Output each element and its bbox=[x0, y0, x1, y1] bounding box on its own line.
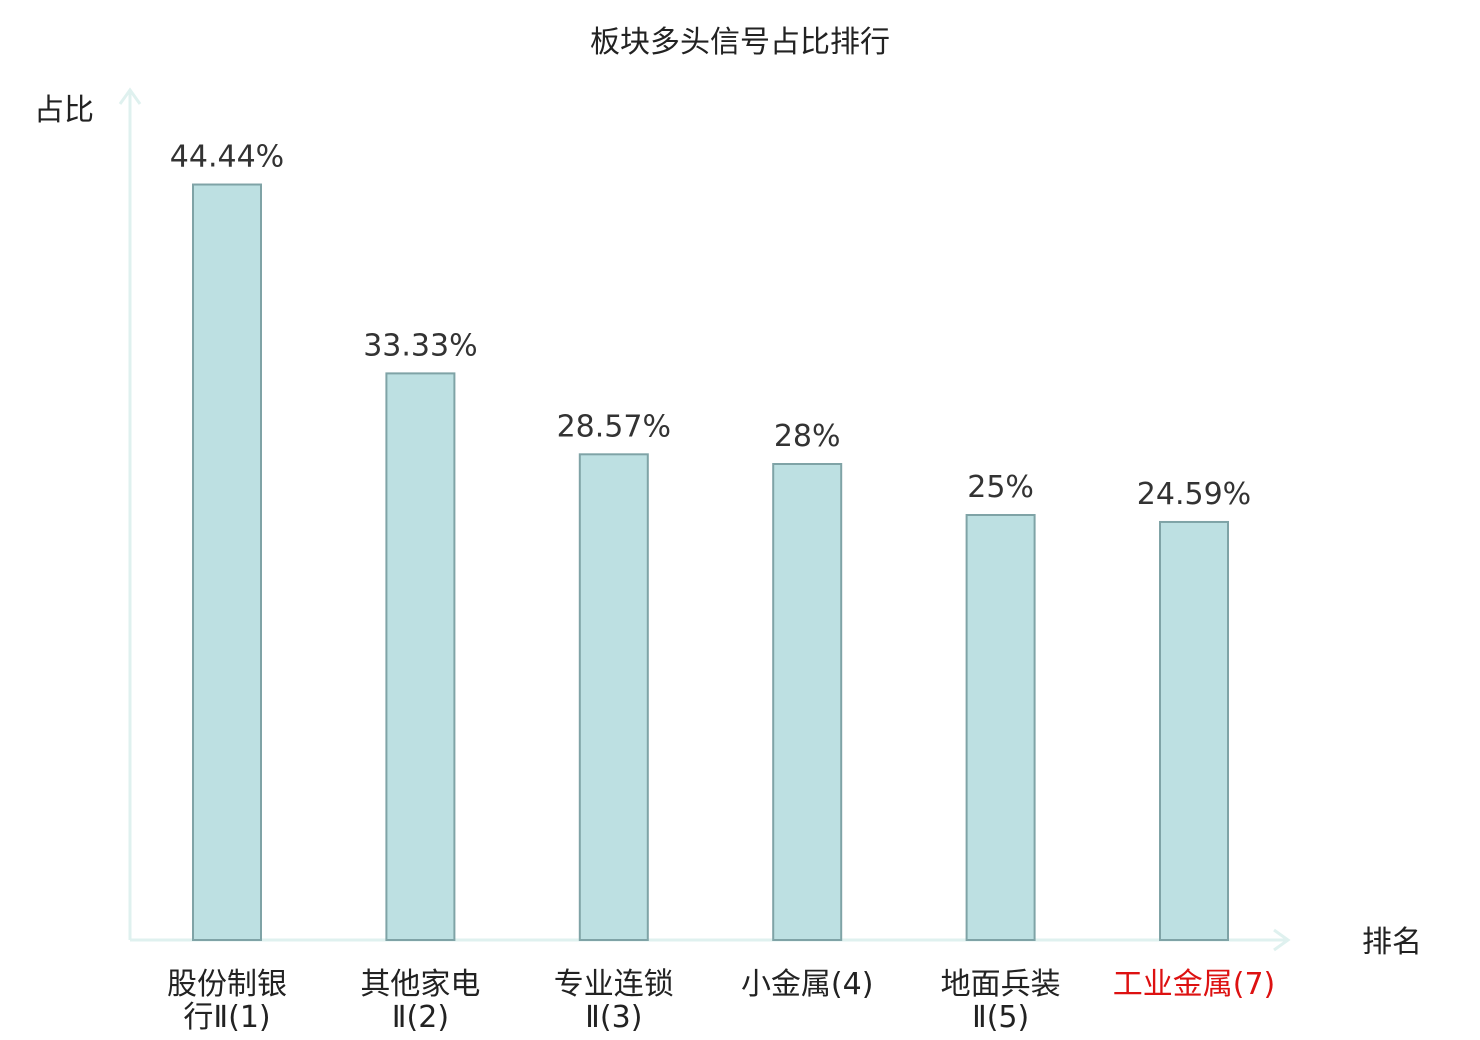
category-label: Ⅱ(3) bbox=[585, 1000, 642, 1035]
category-label: 专业连锁 bbox=[554, 967, 674, 1002]
bars-group bbox=[192, 183, 1229, 941]
category-label: 行Ⅱ(1) bbox=[183, 1000, 270, 1035]
bar bbox=[1159, 520, 1229, 941]
category-label: Ⅱ(2) bbox=[392, 1000, 449, 1035]
y-axis-arrow bbox=[118, 87, 142, 105]
bar bbox=[772, 463, 843, 941]
bar-value-label: 28% bbox=[774, 419, 841, 454]
bar bbox=[578, 453, 649, 941]
bar-value-label: 25% bbox=[967, 470, 1034, 505]
category-label: 地面兵装 bbox=[941, 967, 1061, 1002]
category-label: 股份制银 bbox=[167, 967, 287, 1002]
bar bbox=[385, 372, 456, 941]
category-label: 小金属(4) bbox=[741, 967, 874, 1002]
bar bbox=[965, 514, 1036, 941]
chart-title: 板块多头信号占比排行 bbox=[590, 25, 890, 60]
category-label: 其他家电 bbox=[360, 967, 480, 1002]
bar-value-label: 28.57% bbox=[557, 409, 671, 444]
bar bbox=[192, 183, 262, 941]
category-label: Ⅱ(5) bbox=[972, 1000, 1029, 1035]
category-label-highlighted: 工业金属(7) bbox=[1113, 967, 1276, 1002]
x-axis-arrow bbox=[1273, 928, 1291, 952]
value-labels-group: 44.44% 33.33% 28.57% 28% 25% 24.59% bbox=[170, 140, 1251, 512]
bar-value-label: 44.44% bbox=[170, 140, 284, 175]
axes bbox=[118, 87, 1291, 952]
bar-value-label: 24.59% bbox=[1137, 477, 1251, 512]
bar-value-label: 33.33% bbox=[363, 328, 477, 363]
y-axis-label: 占比 bbox=[34, 93, 94, 128]
x-axis-label: 排名 bbox=[1362, 925, 1422, 960]
